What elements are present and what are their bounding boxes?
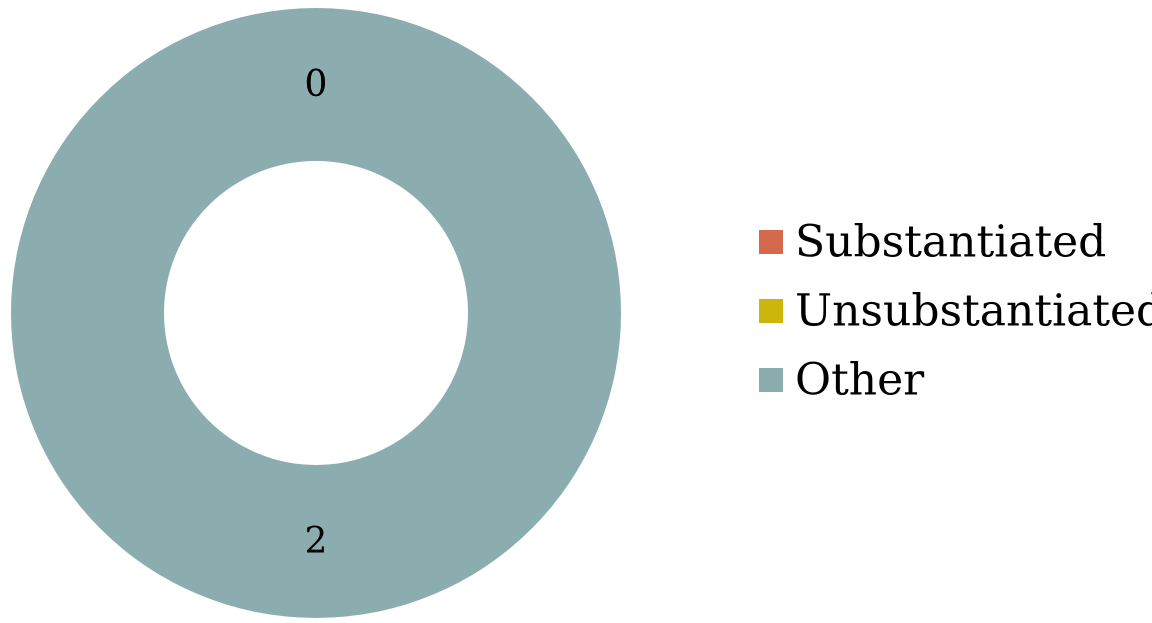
slice-data-labels: 002 xyxy=(305,64,328,562)
legend-label-substantiated: Substantiated xyxy=(795,217,1106,268)
slice-other-part2 xyxy=(11,8,316,618)
legend-swatch-substantiated xyxy=(759,230,783,254)
legend-swatch-other xyxy=(759,368,783,392)
legend-item-substantiated: Substantiated xyxy=(759,217,1106,268)
legend-label-unsubstantiated: Unsubstantiated xyxy=(795,286,1152,337)
legend-label-other: Other xyxy=(795,355,925,406)
donut-slices xyxy=(11,8,621,618)
legend-item-unsubstantiated: Unsubstantiated xyxy=(759,286,1152,337)
data-label-substantiated: 0 xyxy=(305,64,328,105)
data-label-other: 2 xyxy=(305,521,328,562)
chart-legend: Substantiated Unsubstantiated Other xyxy=(759,217,1152,406)
legend-item-other: Other xyxy=(759,355,925,406)
data-label-unsubstantiated: 0 xyxy=(305,64,328,105)
legend-swatch-unsubstantiated xyxy=(759,299,783,323)
slice-other xyxy=(316,8,621,618)
